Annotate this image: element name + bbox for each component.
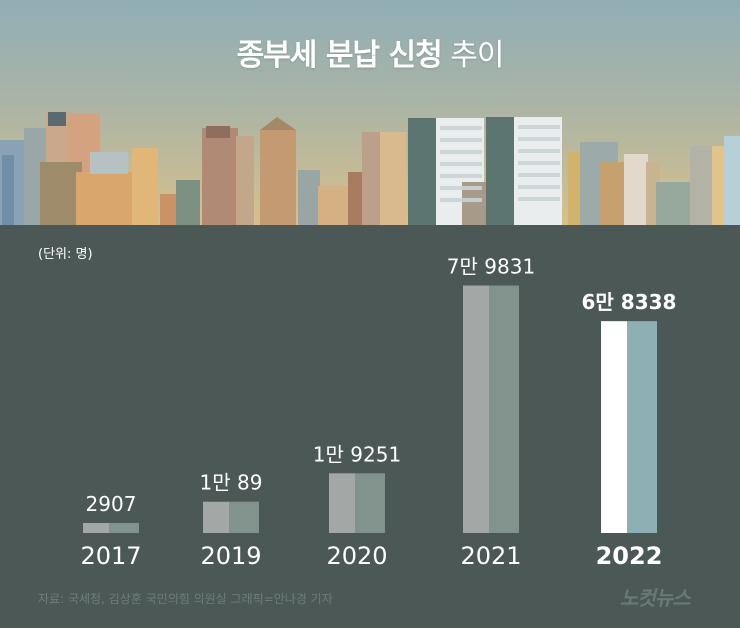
bar-chart: 2907 2017 1만 89 2019 1만 9251 2020 7만 9831 2021 6… [80, 255, 677, 570]
data-label-2019: 1만 89 [200, 471, 263, 495]
bar-2020-left [329, 473, 355, 533]
bar-2017-left [83, 523, 109, 533]
x-tick-2022: 2022 [596, 542, 663, 570]
data-label-2020: 1만 9251 [313, 442, 401, 466]
bar-2020-right [355, 473, 385, 533]
bar-2022-right [627, 321, 657, 533]
x-tick-2019: 2019 [200, 542, 261, 570]
skyline-window-stripes [440, 125, 560, 202]
bar-2017-right [109, 523, 139, 533]
data-label-2017: 2907 [86, 492, 137, 516]
x-tick-2017: 2017 [80, 542, 141, 570]
data-label-2022: 6만 8338 [582, 290, 677, 314]
bar-2019-right [229, 501, 259, 533]
news-logo: 노컷뉴스 [620, 586, 691, 610]
bar-2021-right [489, 285, 519, 533]
chart-title-suffix: 추이 [450, 38, 504, 73]
x-tick-2020: 2020 [326, 542, 387, 570]
source-credit: 자료: 국세청, 김상훈 국민의힘 의원실 그래픽=안나경 기자 [38, 592, 333, 606]
chart-title: 종부세 분납 신청 추이 [0, 30, 740, 74]
city-skyline-illustration [0, 112, 740, 225]
data-label-2021: 7만 9831 [447, 255, 535, 279]
chart-title-main: 종부세 분납 신청 [236, 38, 443, 73]
unit-label: (단위: 명) [38, 247, 93, 262]
x-tick-2021: 2021 [460, 542, 521, 570]
skyline-buildings [0, 112, 740, 225]
bar-2021-left [463, 285, 489, 533]
bar-2022-left [601, 321, 627, 533]
bar-2019-left [203, 501, 229, 533]
